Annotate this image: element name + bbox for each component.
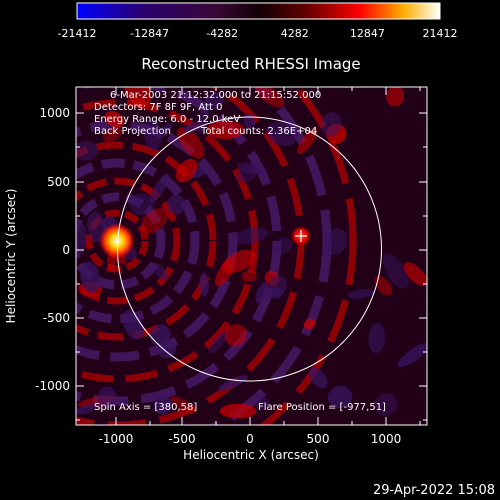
info-line-time: 6-Mar-2003 21:12:32.000 to 21:15:52.000 <box>110 90 321 101</box>
x-tick-label: -500 <box>168 432 195 446</box>
colorbar-tick-label: 12847 <box>350 27 385 40</box>
flare-position-label: Flare Position = [-977,51] <box>258 402 386 413</box>
info-total-counts: Total counts: 2.36E+04 <box>200 126 317 137</box>
y-tick-label: 1000 <box>39 106 70 120</box>
colorbar-tick-label: -4282 <box>206 27 238 40</box>
info-back-projection: Back Projection <box>94 126 171 137</box>
colorbar-ticks: -21412 -12847 -4282 4282 12847 21412 <box>58 27 458 40</box>
plot-title: Reconstructed RHESSI Image <box>141 55 360 73</box>
x-tick-label: 1000 <box>371 432 402 446</box>
colorbar-tick-label: -21412 <box>58 27 97 40</box>
y-tick-label: -1000 <box>35 379 70 393</box>
spin-axis-label: Spin Axis = [380,58] <box>94 402 197 413</box>
solar-limb-circle <box>117 116 382 382</box>
colorbar-tick-label: 21412 <box>423 27 458 40</box>
colorbar-tick-label: -12847 <box>130 27 169 40</box>
y-tick-label: -500 <box>43 311 70 325</box>
spin-axis-cross-icon <box>295 230 307 242</box>
x-tick-label: 500 <box>307 432 330 446</box>
colorbar-tick-label: 4282 <box>281 27 309 40</box>
y-tick-label: 0 <box>62 243 70 257</box>
flare-source <box>99 223 135 259</box>
y-axis-label: Heliocentric Y (arcsec) <box>4 189 18 324</box>
plot-frame <box>75 86 428 426</box>
x-tick-label: -1000 <box>99 432 134 446</box>
x-tick-label: 0 <box>246 432 254 446</box>
info-line-energy: Energy Range: 6.0 - 12.0 keV <box>94 114 240 125</box>
axis-ticks <box>76 87 427 425</box>
info-line-detectors: Detectors: 7F 8F 9F, Att 0 <box>94 102 222 113</box>
timestamp: 29-Apr-2022 15:08 <box>373 483 495 498</box>
y-tick-label: 500 <box>47 175 70 189</box>
colorbar <box>76 2 441 20</box>
x-axis-label: Heliocentric X (arcsec) <box>183 448 319 462</box>
